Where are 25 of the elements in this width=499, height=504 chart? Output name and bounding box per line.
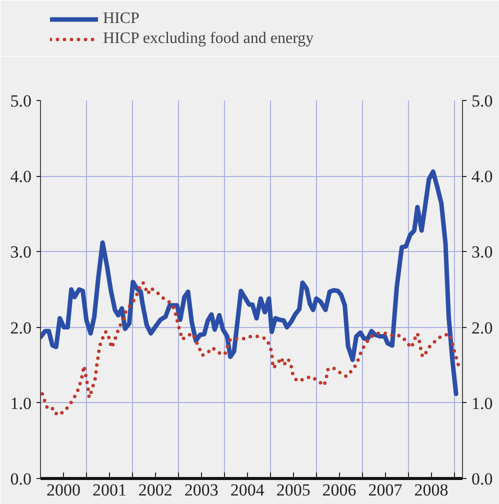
x-tick-label: 2000 [46,480,80,500]
x-tick-label: 2004 [230,480,265,500]
y-tick-label: 2.0 [10,318,32,338]
y-tick-label: 3.0 [10,242,32,262]
y-tick-label: 1.0 [10,394,32,413]
line-series [40,280,460,417]
y2-tick-label: 4.0 [472,167,493,186]
line-series [40,169,458,396]
x-tick-label: 2001 [92,480,126,500]
x-tick-label: 2002 [138,480,172,500]
x-tick-label: 2006 [322,480,356,500]
y2-tick-label: 2.0 [472,318,493,338]
y2-tick-label: 0.0 [472,470,493,488]
x-tick-label: 2003 [184,480,218,500]
y-tick-label: 0.0 [10,470,32,488]
legend-label: HICP excluding food and energy [103,30,314,48]
y2-tick-label: 1.0 [472,394,493,413]
legend-label: HICP [103,10,140,28]
x-tick-label: 2007 [368,480,403,500]
x-tick-label: 2005 [276,480,310,500]
y-tick-label: 5.0 [10,92,32,110]
y2-tick-label: 5.0 [472,92,493,110]
y-tick-label: 4.0 [10,167,32,186]
y2-tick-label: 3.0 [472,242,493,262]
x-tick-label: 2008 [414,480,448,500]
